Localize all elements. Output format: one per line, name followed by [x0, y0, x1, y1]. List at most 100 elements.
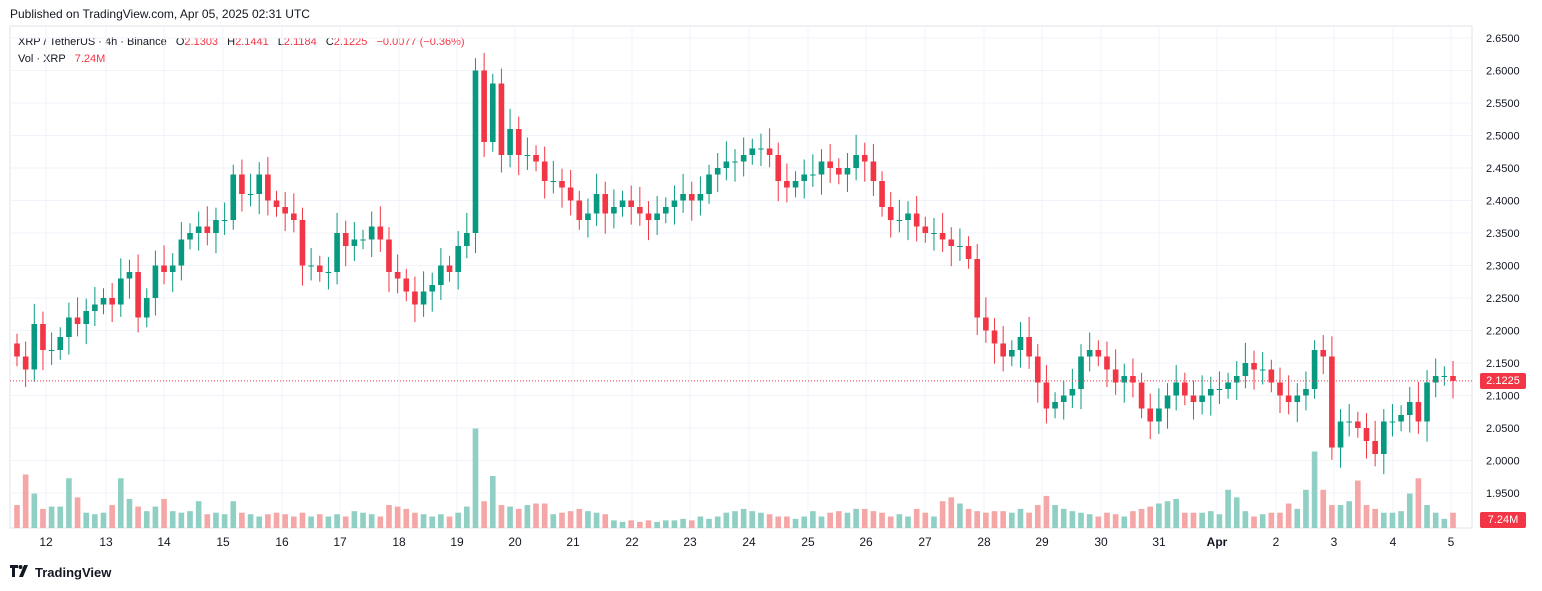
volume-bar — [844, 512, 851, 528]
volume-bar — [1104, 512, 1110, 528]
volume-bar — [360, 512, 366, 528]
candle-body — [308, 265, 314, 267]
volume-bar — [905, 516, 911, 528]
candle-body — [195, 226, 202, 233]
candle-body — [126, 272, 133, 279]
candle-body — [221, 220, 228, 221]
volume-bar — [948, 497, 955, 528]
open-value: 2.1303 — [184, 36, 219, 48]
volume-label[interactable]: Vol · XRP — [18, 53, 66, 65]
candle-body — [1207, 389, 1214, 396]
volume-bar — [472, 428, 479, 528]
candle-body — [377, 226, 384, 240]
x-tick-label: 3 — [1331, 535, 1338, 549]
candle-body — [1251, 363, 1257, 370]
candle-body — [784, 181, 790, 188]
volume-bar — [1147, 506, 1154, 528]
candle-body — [991, 330, 998, 344]
y-tick-label: 2.1500 — [1486, 358, 1520, 370]
candle-body — [524, 155, 531, 156]
symbol-label[interactable]: XRP / TetherUS · 4h · Binance — [18, 36, 167, 48]
volume-bar — [100, 512, 107, 528]
candle-body — [870, 161, 877, 181]
candle-body — [844, 168, 851, 175]
volume-bar — [481, 501, 487, 528]
candle-body — [654, 213, 660, 220]
volume-bar — [662, 520, 669, 528]
candle-body — [1303, 389, 1309, 396]
candle-body — [1095, 350, 1102, 357]
volume-bar — [342, 516, 349, 528]
volume-bar — [464, 506, 470, 528]
candle-body — [1216, 389, 1223, 390]
candle-body — [429, 285, 436, 292]
y-tick-label: 2.0500 — [1486, 423, 1520, 435]
x-tick-label: 20 — [508, 535, 522, 549]
candle-body — [368, 226, 375, 240]
volume-bar — [1329, 505, 1335, 528]
candle-body — [1285, 395, 1292, 402]
candle-body — [628, 200, 635, 207]
candle-body — [1337, 421, 1344, 448]
x-tick-label: 21 — [566, 535, 580, 549]
volume-bar — [126, 498, 133, 528]
volume-bar — [1156, 503, 1162, 528]
candle-body — [680, 194, 686, 201]
volume-bar — [1311, 451, 1318, 528]
x-tick-label: Apr — [1207, 535, 1228, 549]
candle-body — [619, 200, 626, 207]
candle-body — [1112, 369, 1119, 383]
volume-bar — [835, 511, 842, 528]
volume-bar — [602, 514, 609, 528]
volume-bar — [1450, 512, 1456, 528]
y-tick-label: 2.0000 — [1486, 456, 1520, 468]
candle-body — [567, 187, 574, 201]
volume-bar — [1009, 512, 1015, 528]
candle-body — [386, 239, 392, 272]
candle-body — [187, 233, 193, 240]
footer-brand[interactable]: TradingView — [10, 565, 111, 580]
volume-bar — [1060, 508, 1067, 528]
volume-bar — [1130, 511, 1136, 528]
candle-body — [714, 168, 721, 175]
volume-bar — [1121, 516, 1128, 528]
volume-bar — [403, 508, 410, 528]
high-value: 2.1441 — [235, 36, 269, 48]
volume-bar — [420, 514, 427, 528]
candle-body — [455, 246, 461, 272]
volume-bar — [740, 508, 747, 528]
volume-bar — [412, 512, 418, 528]
candle-body — [593, 194, 600, 214]
tradingview-logo-icon — [10, 565, 30, 580]
candle-body — [31, 324, 38, 370]
volume-bar — [273, 512, 280, 528]
candle-body — [239, 174, 245, 194]
candle-body — [688, 194, 695, 201]
candle-body — [827, 161, 833, 168]
x-tick-label: 22 — [625, 535, 639, 549]
last-price-tag: 2.1225 — [1480, 373, 1526, 389]
candle-body — [1346, 421, 1353, 423]
candle-body — [22, 356, 29, 370]
volume-bar — [1112, 514, 1119, 528]
candle-body — [1424, 382, 1430, 422]
candle-body — [896, 220, 903, 221]
candle-body — [637, 207, 643, 214]
volume-bar — [299, 512, 306, 528]
candle-body — [913, 213, 920, 227]
volume-bar — [524, 505, 531, 528]
volume-bar — [1441, 518, 1448, 528]
candle-body — [1086, 350, 1093, 357]
y-tick-label: 2.1000 — [1486, 391, 1520, 403]
candle-body — [550, 181, 557, 182]
volume-bar — [1406, 493, 1413, 528]
candle-body — [412, 291, 418, 305]
candle-body — [291, 213, 297, 220]
candle-body — [109, 298, 115, 305]
volume-bar — [1034, 505, 1041, 528]
x-tick-label: 4 — [1390, 535, 1397, 549]
candle-body — [92, 304, 98, 311]
candle-body — [1380, 421, 1387, 454]
volume-bar — [221, 514, 228, 528]
